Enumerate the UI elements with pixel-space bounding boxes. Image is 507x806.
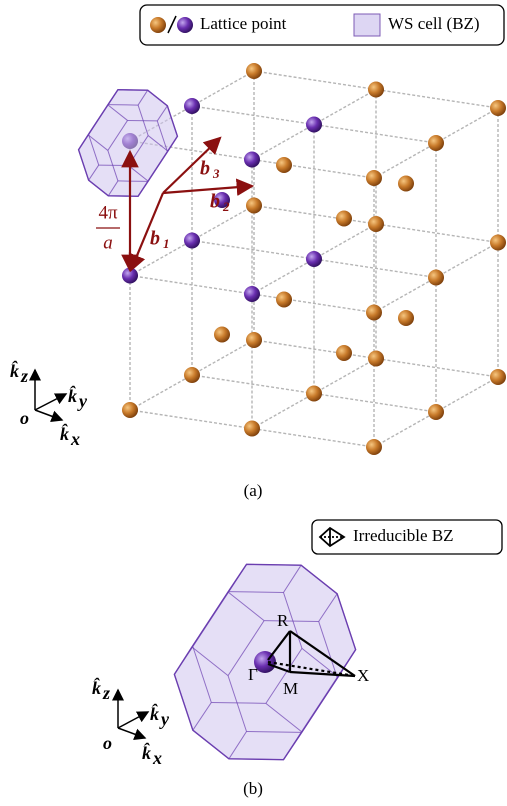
b1-sub: 1 <box>163 236 170 251</box>
orange-point <box>490 100 506 116</box>
orange-point <box>366 170 382 186</box>
orange-point <box>368 216 384 232</box>
point-label: R <box>277 611 289 630</box>
b2-arrow <box>163 186 252 193</box>
figure: Lattice point WS cell (BZ) b 1 b 2 b 3 4… <box>0 0 507 806</box>
legend-purple <box>177 17 193 33</box>
legend-orange <box>150 17 166 33</box>
b2-sub: 2 <box>222 199 230 214</box>
orange-point <box>490 369 506 385</box>
orange-point <box>368 82 384 98</box>
orange-point <box>368 351 384 367</box>
orange-point <box>276 157 292 173</box>
caption: (a) <box>244 481 263 500</box>
axis-y <box>35 394 66 410</box>
orange-point <box>246 332 262 348</box>
orange-point <box>246 198 262 214</box>
cell-fill <box>79 90 178 197</box>
b3-sub: 3 <box>212 166 220 181</box>
orange-point <box>490 235 506 251</box>
legend-label: WS cell (BZ) <box>388 14 480 33</box>
orange-point <box>122 402 138 418</box>
ky-sub: y <box>77 391 88 411</box>
purple-point <box>184 233 200 249</box>
b2-label: b <box>210 191 220 213</box>
legend-swatch <box>354 14 380 36</box>
orange-point <box>306 386 322 402</box>
legend-label: Irreducible BZ <box>353 526 454 545</box>
orange-point <box>398 310 414 326</box>
origin: o <box>20 408 29 428</box>
orange-point <box>336 345 352 361</box>
point-label: M <box>283 679 298 698</box>
kz: k̂ <box>92 677 101 698</box>
kx: k̂ <box>60 423 69 444</box>
ws-cell <box>79 90 178 197</box>
orange-point <box>428 135 444 151</box>
b3-label: b <box>200 158 210 180</box>
point-label: Γ <box>248 665 258 684</box>
axis-x <box>35 410 62 420</box>
kx-sub: x <box>152 748 162 768</box>
length-num: 4π <box>98 202 118 223</box>
lattice-points <box>122 63 506 455</box>
orange-point <box>366 305 382 321</box>
point-label: X <box>357 666 369 685</box>
purple-point <box>306 117 322 133</box>
length-den: a <box>103 232 113 253</box>
axes-b <box>118 690 148 738</box>
ky-sub: y <box>159 709 170 729</box>
origin: o <box>103 733 112 753</box>
kz-sub: z <box>102 683 110 703</box>
purple-point <box>306 251 322 267</box>
kx: k̂ <box>142 742 151 763</box>
caption: (b) <box>243 779 263 798</box>
orange-point <box>184 367 200 383</box>
kx-sub: x <box>70 429 80 449</box>
orange-point <box>244 421 260 437</box>
orange-point <box>336 211 352 227</box>
orange-point <box>398 176 414 192</box>
kz-sub: z <box>20 366 28 386</box>
legend-label: Lattice point <box>200 14 287 33</box>
orange-point <box>214 327 230 343</box>
orange-point <box>366 439 382 455</box>
kz: k̂ <box>10 360 19 381</box>
purple-point <box>184 98 200 114</box>
orange-point <box>428 270 444 286</box>
ky: k̂ <box>68 385 77 406</box>
orange-point <box>276 292 292 308</box>
b1-label: b <box>150 228 160 250</box>
orange-point <box>246 63 262 79</box>
ky: k̂ <box>150 703 159 724</box>
orange-point <box>428 404 444 420</box>
purple-point <box>244 152 260 168</box>
purple-point <box>244 286 260 302</box>
axes-a <box>35 370 66 420</box>
